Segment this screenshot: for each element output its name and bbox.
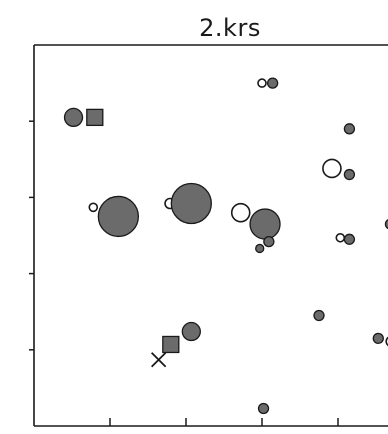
data-point-filled-circle xyxy=(97,195,140,238)
data-point-filled-circle xyxy=(372,332,384,345)
data-point-filled-circle xyxy=(249,208,281,240)
data-point-filled-circle xyxy=(343,168,356,181)
axis-ticks xyxy=(29,120,339,426)
data-point-filled-circle xyxy=(255,243,265,254)
data-point-open-circle xyxy=(257,78,267,88)
data-point-filled-circle xyxy=(343,123,356,135)
plot-axes xyxy=(33,44,388,427)
data-point-filled-circle xyxy=(266,77,279,89)
data-point-filled-circle xyxy=(181,321,201,342)
data-point-filled-square xyxy=(162,335,180,354)
data-point-filled-circle xyxy=(63,107,84,128)
data-point-filled-circle xyxy=(263,235,275,248)
data-point-open-circle xyxy=(88,202,99,213)
data-point-filled-circle xyxy=(257,402,270,415)
data-point-filled-circle xyxy=(170,182,212,225)
data-point-filled-circle xyxy=(313,309,325,322)
data-point-cross xyxy=(151,352,167,368)
data-points xyxy=(63,77,388,415)
data-point-filled-square xyxy=(86,108,104,127)
data-point-open-circle xyxy=(322,158,342,179)
data-point-open-circle xyxy=(230,202,251,223)
data-point-open-circle xyxy=(335,232,346,243)
data-point-filled-circle xyxy=(384,218,388,230)
chart-title: 2.krs xyxy=(199,14,261,42)
data-point-filled-circle xyxy=(343,233,356,245)
